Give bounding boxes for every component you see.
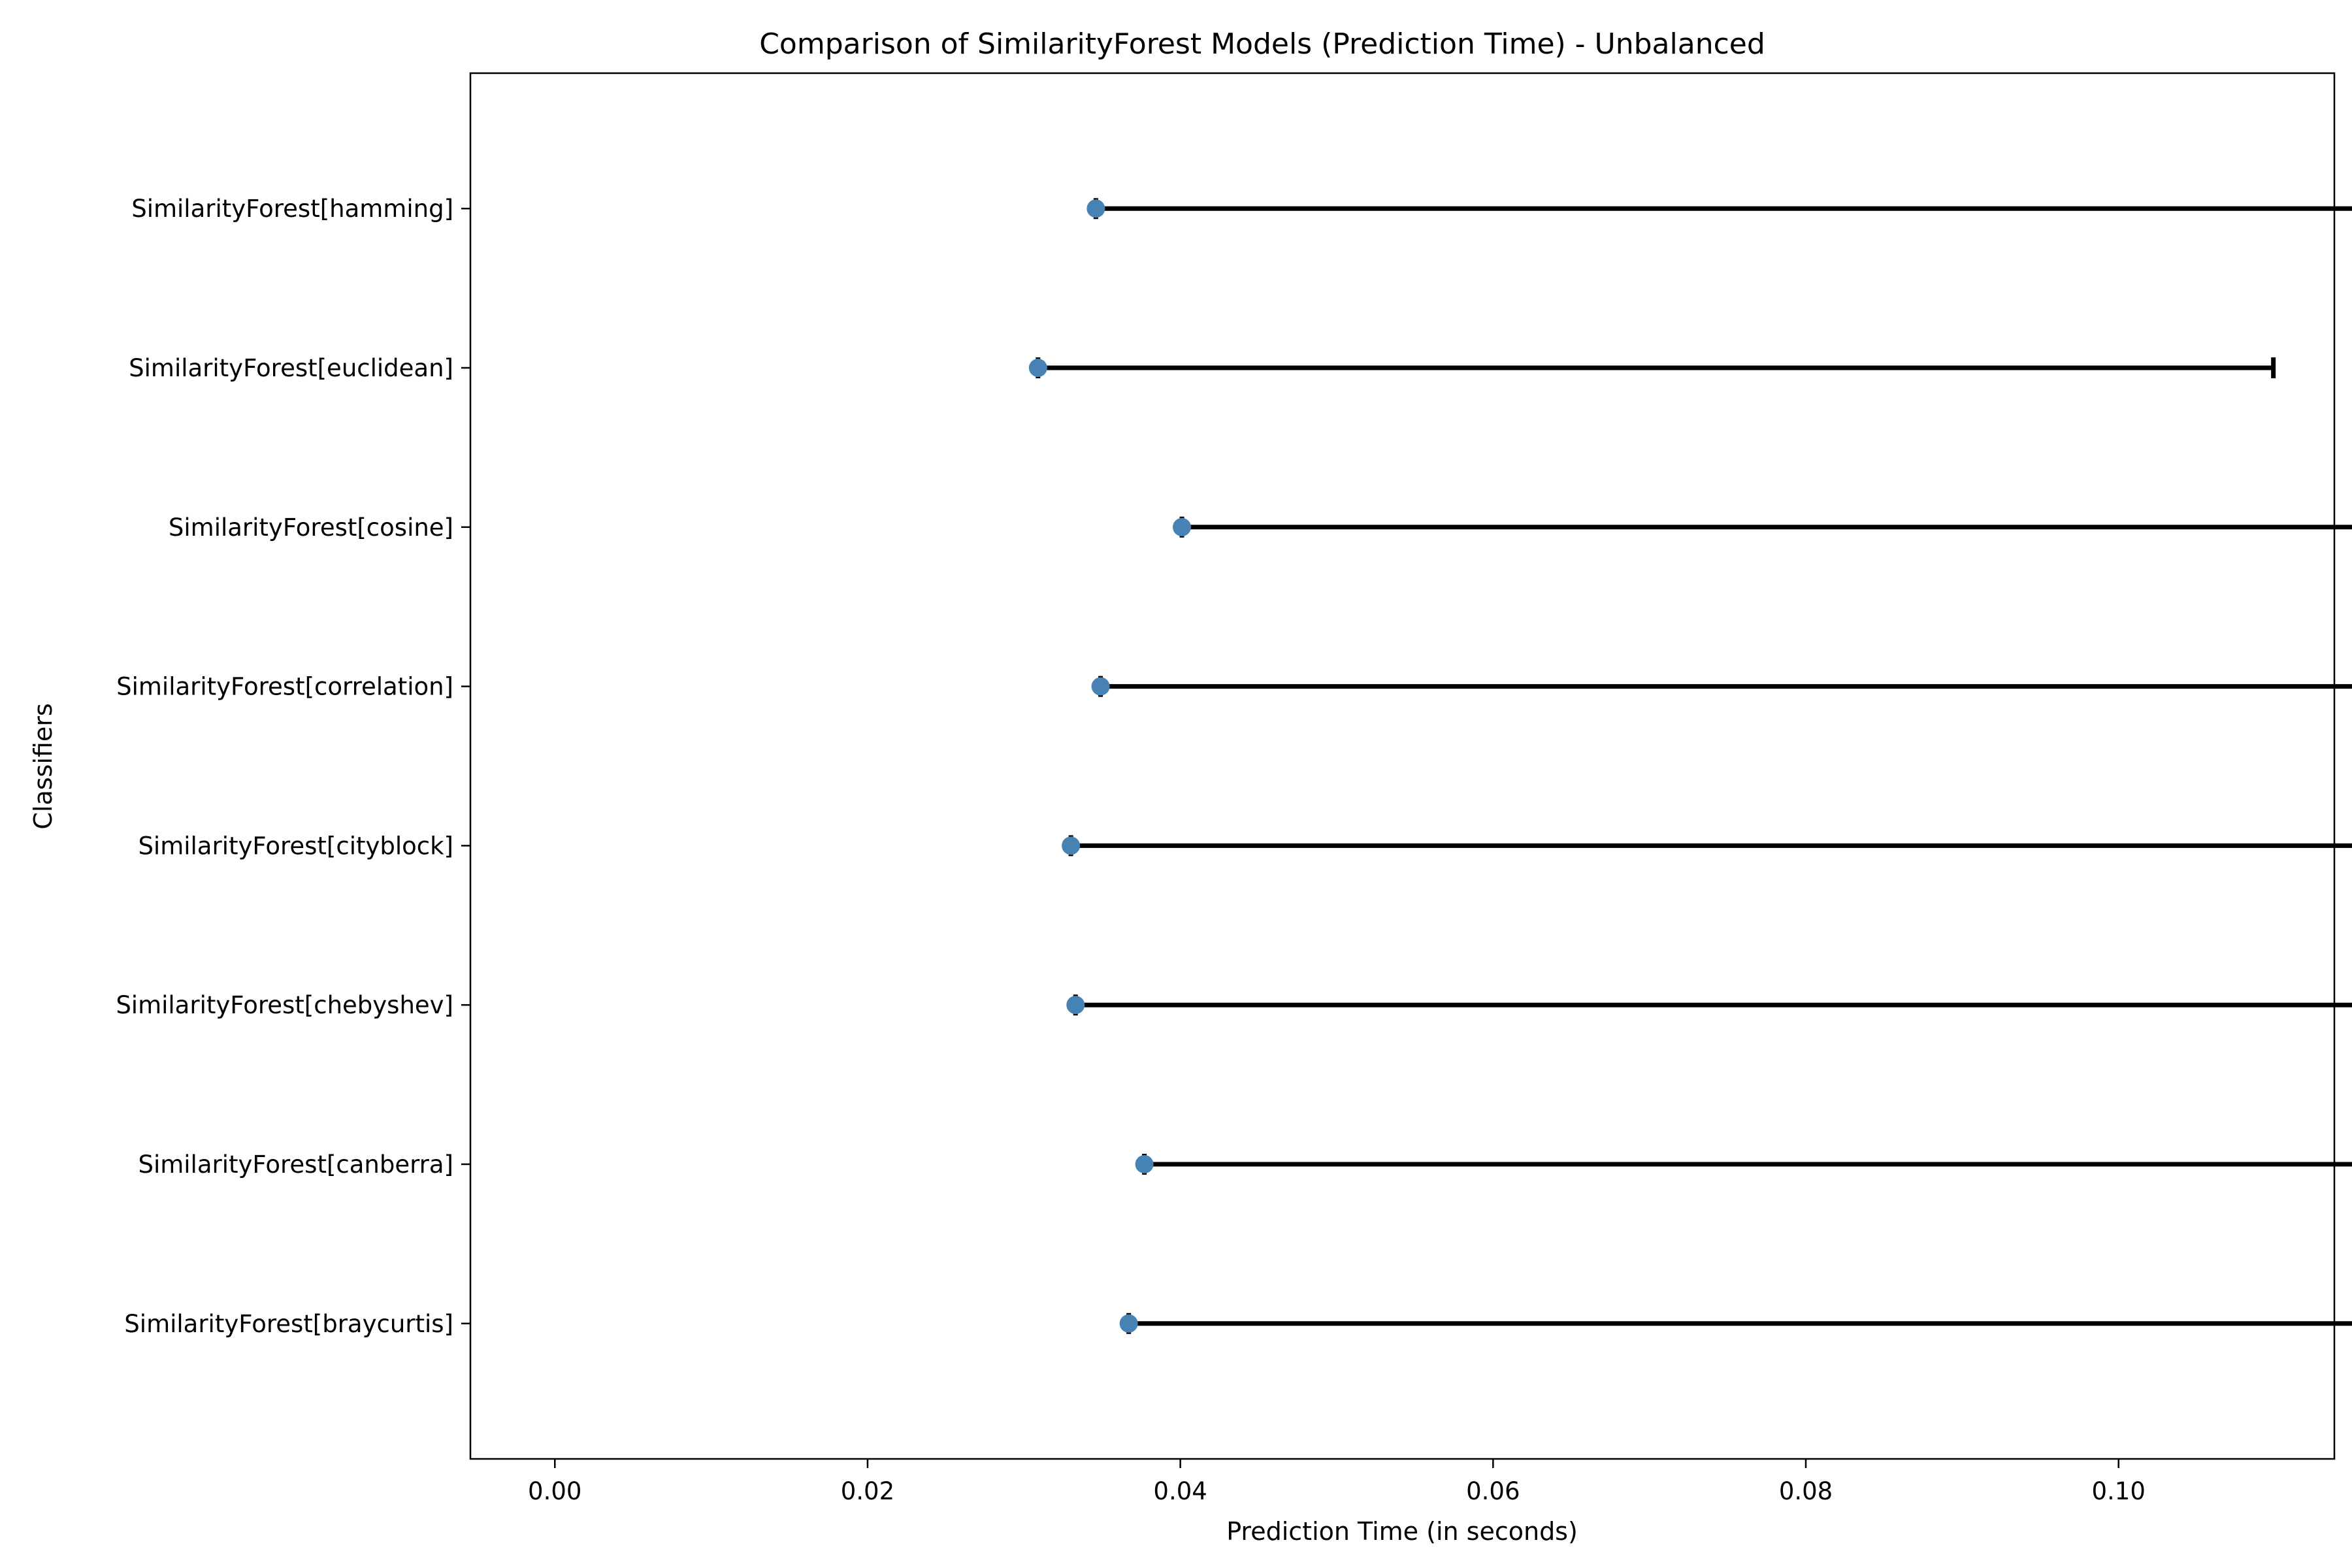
data-point <box>1066 996 1085 1015</box>
x-axis: 0.00 0.02 0.04 0.06 0.08 0.10 <box>528 1459 2146 1505</box>
y-axis-label: Classifiers <box>29 703 57 829</box>
plot-area-frame <box>469 72 2336 1460</box>
y-tick-label: SimilarityForest[euclidean] <box>129 354 453 382</box>
chart-title: Comparison of SimilarityForest Models (P… <box>759 27 1765 61</box>
data-point <box>1135 1154 1154 1173</box>
data-point <box>1062 836 1081 855</box>
x-tick-label: 0.04 <box>1153 1477 1207 1505</box>
x-axis-label: Prediction Time (in seconds) <box>1226 1517 1578 1546</box>
y-tick-label: SimilarityForest[canberra] <box>138 1151 453 1179</box>
data-point <box>1028 359 1047 378</box>
x-tick-label: 0.02 <box>841 1477 894 1505</box>
data-point <box>1091 677 1110 696</box>
errorbars-layer <box>1036 198 2352 1334</box>
x-tick-label: 0.06 <box>1466 1477 1520 1505</box>
y-tick-label: SimilarityForest[braycurtis] <box>124 1310 453 1338</box>
y-tick-label: SimilarityForest[cityblock] <box>138 832 453 860</box>
y-tick-label: SimilarityForest[correlation] <box>116 673 453 701</box>
y-axis: SimilarityForest[hamming] SimilarityFores… <box>116 195 470 1338</box>
x-tick-label: 0.08 <box>1779 1477 1833 1505</box>
y-tick-label: SimilarityForest[chebyshev] <box>116 991 453 1019</box>
y-tick-label: SimilarityForest[hamming] <box>131 195 453 223</box>
points-layer <box>1028 199 1192 1333</box>
data-point <box>1173 517 1192 536</box>
data-point <box>1086 199 1105 218</box>
x-tick-label: 0.10 <box>2092 1477 2146 1505</box>
data-point <box>1119 1314 1138 1333</box>
y-tick-label: SimilarityForest[cosine] <box>169 514 453 542</box>
x-tick-label: 0.00 <box>528 1477 581 1505</box>
